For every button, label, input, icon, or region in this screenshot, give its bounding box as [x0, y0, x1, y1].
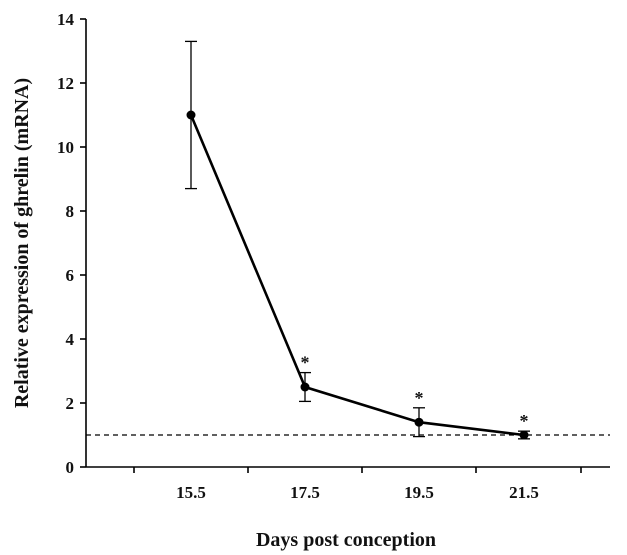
y-tick-label: 10 — [57, 138, 74, 157]
significance-star: * — [520, 411, 529, 431]
x-axis-title: Days post conception — [256, 529, 436, 551]
y-tick-label: 12 — [57, 74, 74, 93]
y-tick-label: 6 — [66, 266, 75, 285]
error-bars — [185, 40, 530, 440]
significance-markers: * * * — [301, 353, 529, 432]
significance-star: * — [301, 353, 310, 373]
x-tick-label: 21.5 — [509, 483, 539, 502]
y-tick-label: 0 — [66, 458, 75, 477]
y-tick-label: 14 — [57, 10, 75, 29]
y-tick-label: 8 — [66, 202, 75, 221]
significance-star: * — [415, 388, 424, 408]
series-line — [189, 114, 525, 437]
y-tick-label: 2 — [66, 394, 75, 413]
x-tick-label: 17.5 — [290, 483, 320, 502]
data-point — [300, 382, 310, 392]
y-tick-label: 4 — [66, 330, 75, 349]
y-axis-ticks: 0 2 4 6 8 10 12 14 — [57, 10, 86, 477]
x-tick-label: 19.5 — [404, 483, 434, 502]
data-points — [186, 110, 529, 440]
x-axis-ticks: 15.5 17.5 19.5 21.5 — [133, 467, 582, 502]
data-point — [186, 110, 196, 120]
data-point — [519, 430, 529, 440]
y-axis-title: Relative expression of ghrelin (mRNA) — [11, 78, 33, 408]
x-tick-label: 15.5 — [176, 483, 206, 502]
data-point — [414, 417, 424, 427]
